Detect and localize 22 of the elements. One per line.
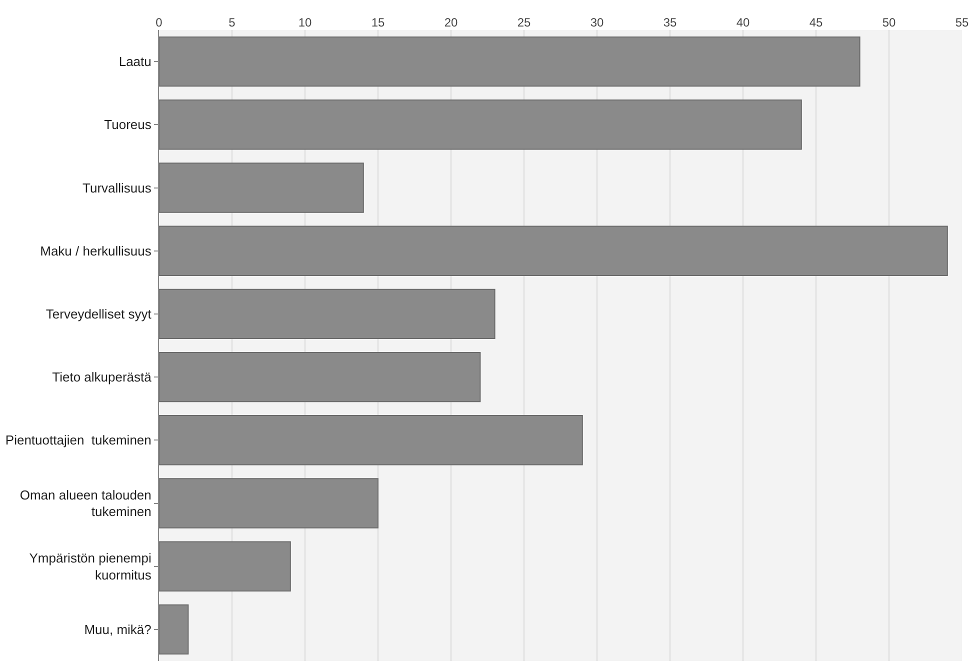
x-tick-label: 30 <box>590 16 604 30</box>
y-tick-label: Tuoreus <box>104 117 152 132</box>
y-tick-label: Ympäristön pienempi kuormitus <box>29 550 152 582</box>
x-tick-label: 20 <box>444 16 458 30</box>
y-tick-label: Tieto alkuperästä <box>52 370 152 385</box>
y-tick-label: Pientuottajien tukeminen <box>5 432 152 448</box>
x-tick-label: 40 <box>736 16 750 30</box>
y-tick-label: Oman alueen talouden tukeminen <box>20 487 152 520</box>
y-tick-label: Turvallisuus <box>82 180 152 196</box>
x-tick-label: 0 <box>156 16 163 30</box>
y-tick-label: Terveydelliset syyt <box>46 306 152 322</box>
x-tick-label: 45 <box>809 16 823 30</box>
x-tick-label: 35 <box>663 16 677 30</box>
x-tick-label: 10 <box>298 16 312 30</box>
x-tick-label: 25 <box>517 16 531 30</box>
x-tick-label: 55 <box>955 16 969 30</box>
x-tick-label: 5 <box>228 16 236 30</box>
x-tick-label: 50 <box>882 16 896 30</box>
y-tick-label: Laatu <box>118 54 152 70</box>
x-tick-label: 15 <box>371 16 385 30</box>
y-tick-label: Muu, mikä? <box>84 622 152 637</box>
y-tick-label: Maku / herkullisuus <box>40 243 152 258</box>
